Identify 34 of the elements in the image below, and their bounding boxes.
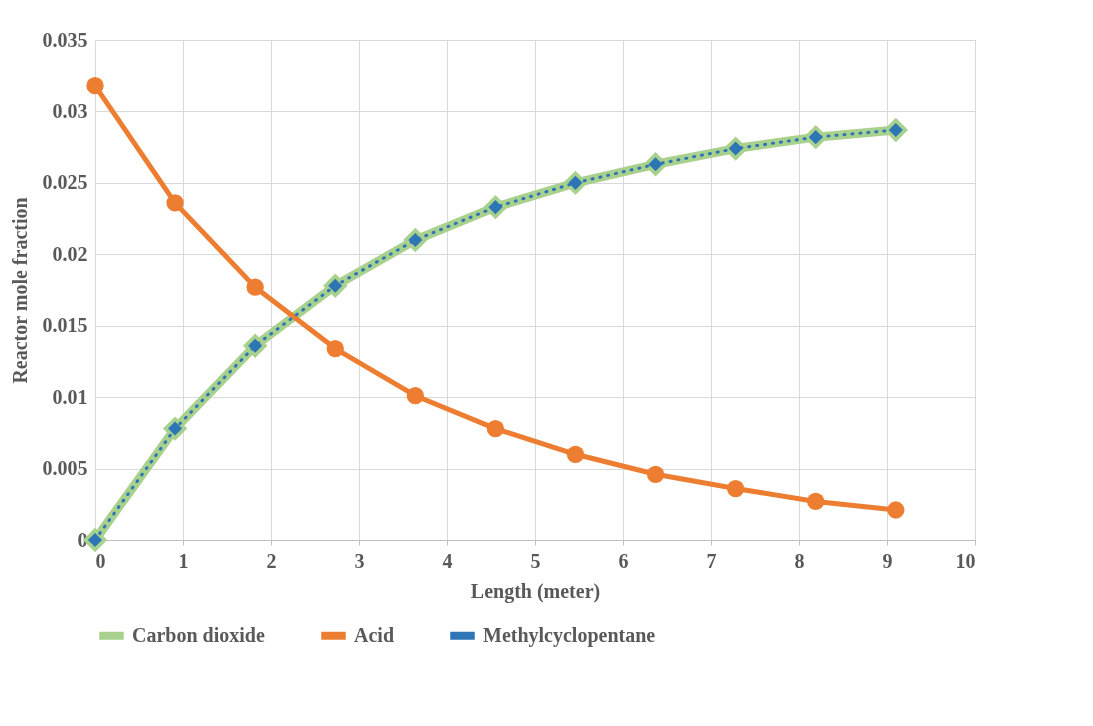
legend-label: Methylcyclopentane xyxy=(483,623,656,647)
point xyxy=(246,278,264,296)
y-tick-label: 0.03 xyxy=(52,99,88,122)
point xyxy=(726,479,745,498)
y-tick-label: 0.01 xyxy=(52,385,88,408)
x-tick-label: 7 xyxy=(706,549,717,572)
x-tick-label: 6 xyxy=(618,549,629,572)
y-tick-label: 0.02 xyxy=(52,242,88,265)
y-tick-label: 0.005 xyxy=(42,457,88,480)
point xyxy=(807,492,825,511)
x-tick-label: 8 xyxy=(794,549,805,572)
legend-label: Carbon dioxide xyxy=(132,623,265,646)
point xyxy=(887,501,905,519)
point xyxy=(646,465,665,483)
y-axis-title: Reactor mole fraction xyxy=(8,197,31,384)
point xyxy=(486,419,505,438)
y-tick-label: 0.015 xyxy=(42,314,88,337)
x-tick-label: 9 xyxy=(882,549,893,572)
x-tick-label: 4 xyxy=(442,549,453,572)
x-tick-label: 5 xyxy=(530,549,541,572)
point xyxy=(166,194,184,212)
legend-label: Acid xyxy=(354,623,394,646)
y-tick-label: 0.025 xyxy=(42,171,88,194)
x-tick-label: 0 xyxy=(95,549,106,572)
point xyxy=(566,445,585,463)
x-tick-label: 10 xyxy=(955,549,976,572)
y-tick-label: 0.035 xyxy=(42,28,88,51)
x-tick-label: 1 xyxy=(178,549,189,572)
point xyxy=(86,77,104,95)
x-tick-label: 3 xyxy=(354,549,365,572)
point xyxy=(406,387,424,405)
point xyxy=(326,339,344,358)
x-tick-label: 2 xyxy=(266,549,277,572)
x-axis-title: Length (meter) xyxy=(470,579,601,603)
